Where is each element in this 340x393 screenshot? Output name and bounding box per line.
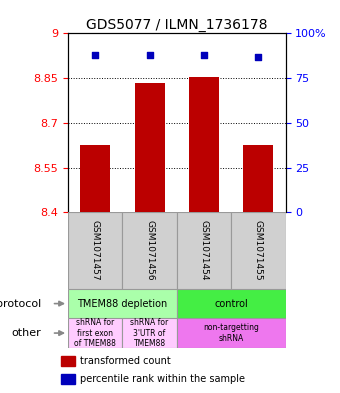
- Text: GSM1071454: GSM1071454: [200, 220, 208, 281]
- Text: percentile rank within the sample: percentile rank within the sample: [80, 374, 245, 384]
- Bar: [68, 289, 177, 318]
- Text: transformed count: transformed count: [80, 356, 171, 366]
- Bar: [135, 83, 165, 212]
- Text: protocol: protocol: [0, 299, 41, 309]
- Text: other: other: [11, 328, 41, 338]
- Bar: [177, 212, 231, 289]
- Bar: [68, 212, 122, 289]
- Bar: [243, 145, 273, 212]
- Text: control: control: [214, 299, 248, 309]
- Text: shRNA for
3'UTR of
TMEM88: shRNA for 3'UTR of TMEM88: [131, 318, 169, 348]
- Point: [92, 52, 98, 58]
- Bar: [61, 356, 75, 365]
- Bar: [122, 318, 177, 348]
- Bar: [80, 145, 110, 212]
- Title: GDS5077 / ILMN_1736178: GDS5077 / ILMN_1736178: [86, 18, 268, 32]
- Bar: [61, 374, 75, 384]
- Text: GSM1071456: GSM1071456: [145, 220, 154, 281]
- Text: GSM1071457: GSM1071457: [91, 220, 100, 281]
- Bar: [177, 318, 286, 348]
- Bar: [68, 318, 122, 348]
- Point: [256, 53, 261, 60]
- Point: [147, 52, 152, 58]
- Bar: [231, 212, 286, 289]
- Bar: [122, 212, 177, 289]
- Bar: [189, 77, 219, 212]
- Bar: [177, 289, 286, 318]
- Text: GSM1071455: GSM1071455: [254, 220, 263, 281]
- Text: non-targetting
shRNA: non-targetting shRNA: [203, 323, 259, 343]
- Point: [201, 52, 207, 58]
- Text: shRNA for
first exon
of TMEM88: shRNA for first exon of TMEM88: [74, 318, 116, 348]
- Text: TMEM88 depletion: TMEM88 depletion: [77, 299, 168, 309]
